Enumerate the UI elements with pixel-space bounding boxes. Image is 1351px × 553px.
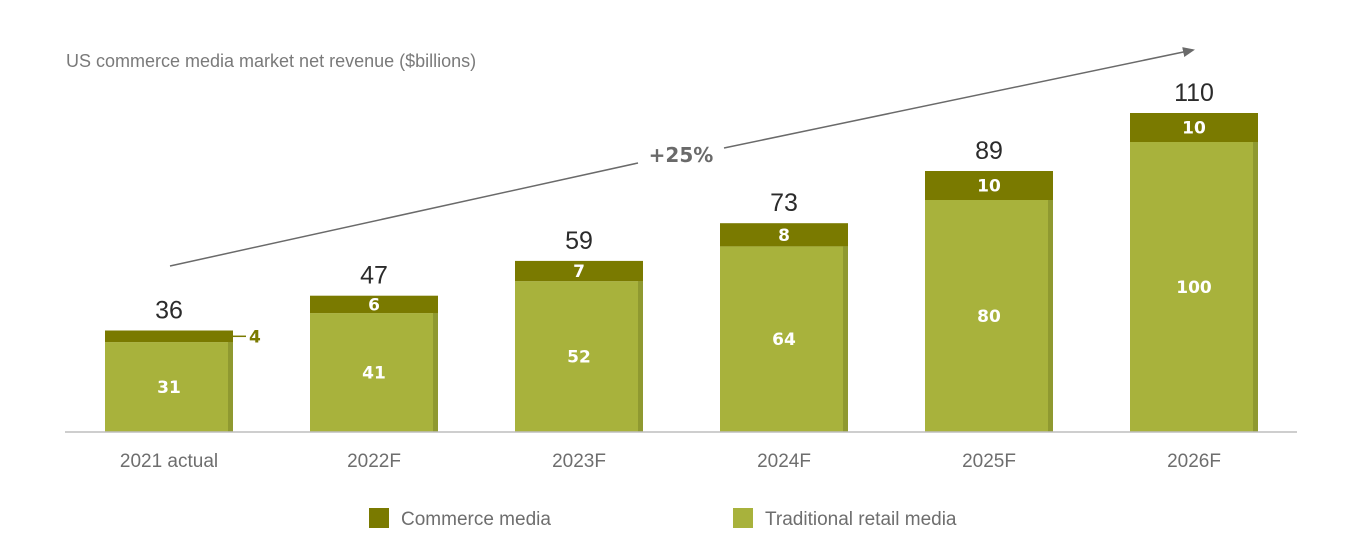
bar-commerce-media: [925, 171, 1053, 200]
x-tick-labels: 2021 actual 2022F 2023F 2024F 2025F 2026F: [120, 451, 1221, 472]
growth-arrow: [169, 162, 639, 267]
bar-total-label: 89: [975, 137, 1003, 165]
bar-shadow: [638, 281, 643, 432]
x-tick-label: 2022F: [347, 451, 401, 472]
bar-traditional-retail-media: [720, 246, 848, 432]
x-tick-label: 2026F: [1167, 451, 1221, 472]
data-label-traditional-retail-media: 41: [362, 364, 386, 384]
chart-title: US commerce media market net revenue ($b…: [66, 51, 476, 71]
legend-swatch-commerce-media: [369, 508, 389, 528]
x-tick-label: 2023F: [552, 451, 606, 472]
bar-total-label: 47: [360, 262, 388, 290]
x-tick-label: 2024F: [757, 451, 811, 472]
bar-shadow: [228, 342, 233, 432]
bars-group: 31 4 36 41 6 47 52 7 59 64 8 73 80 10 89 100 10 110: [105, 79, 1258, 432]
bar-commerce-media: [720, 223, 848, 247]
data-label-commerce-media: 10: [1182, 119, 1206, 139]
data-label-commerce-media: 10: [977, 177, 1001, 197]
data-label-commerce-media: 6: [368, 295, 380, 315]
bar-traditional-retail-media: [1130, 142, 1258, 432]
legend: Commerce media Traditional retail media: [369, 508, 957, 530]
x-tick-label: 2021 actual: [120, 451, 218, 472]
bar-commerce-media: [105, 330, 233, 343]
bar-shadow: [843, 246, 848, 432]
data-label-traditional-retail-media: 80: [977, 307, 1001, 327]
legend-swatch-traditional-retail-media: [733, 508, 753, 528]
legend-label-traditional-retail-media: Traditional retail media: [765, 509, 957, 530]
bar-commerce-media: [310, 295, 438, 314]
bar-commerce-media: [1130, 113, 1258, 142]
data-label-traditional-retail-media: 31: [157, 378, 181, 398]
bar-traditional-retail-media: [310, 313, 438, 432]
bar-shadow: [433, 313, 438, 432]
data-label-traditional-retail-media: 100: [1176, 278, 1212, 298]
bar-total-label: 59: [565, 227, 593, 255]
bar-traditional-retail-media: [105, 342, 233, 432]
data-label-commerce-media: 8: [778, 226, 790, 246]
data-label-traditional-retail-media: 52: [567, 348, 591, 368]
data-label-commerce-media: 7: [573, 262, 585, 282]
growth-annotation: +25%: [649, 143, 714, 167]
bar-total-label: 73: [770, 189, 798, 217]
data-label-traditional-retail-media: 64: [772, 330, 796, 350]
growth-arrow-head: [723, 47, 1195, 149]
bar-commerce-media: [515, 260, 643, 282]
bar-total-label: 36: [155, 297, 183, 325]
bar-total-label: 110: [1174, 79, 1214, 107]
bar-shadow: [1253, 142, 1258, 432]
legend-label-commerce-media: Commerce media: [401, 509, 551, 530]
data-label-commerce-media: 4: [249, 327, 261, 347]
bar-traditional-retail-media: [515, 281, 643, 432]
bar-traditional-retail-media: [925, 200, 1053, 432]
bar-shadow: [1048, 200, 1053, 432]
x-tick-label: 2025F: [962, 451, 1016, 472]
